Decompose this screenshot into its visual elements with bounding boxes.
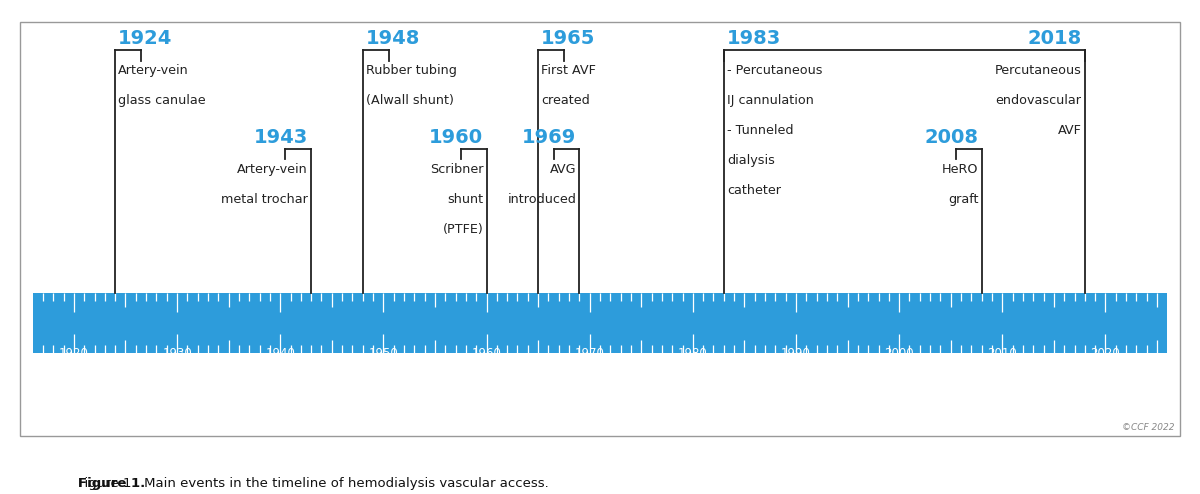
Text: graft: graft — [948, 193, 978, 206]
Text: endovascular: endovascular — [996, 94, 1081, 107]
Text: - Tunneled: - Tunneled — [727, 124, 793, 137]
Text: 2018: 2018 — [1027, 29, 1081, 48]
Text: 1920: 1920 — [59, 346, 89, 360]
Text: HeRO: HeRO — [942, 163, 978, 176]
Text: 1940: 1940 — [265, 346, 295, 360]
Text: 1948: 1948 — [366, 29, 420, 48]
Text: catheter: catheter — [727, 184, 781, 197]
Text: IJ cannulation: IJ cannulation — [727, 94, 814, 107]
Text: 2020: 2020 — [1091, 346, 1121, 360]
Text: First AVF: First AVF — [541, 64, 596, 77]
Text: 1990: 1990 — [781, 346, 811, 360]
Text: - Percutaneous: - Percutaneous — [727, 64, 822, 77]
Text: Percutaneous: Percutaneous — [995, 64, 1081, 77]
Text: 1950: 1950 — [368, 346, 398, 360]
Text: created: created — [541, 94, 590, 107]
Text: 2008: 2008 — [924, 128, 978, 147]
Text: (Alwall shunt): (Alwall shunt) — [366, 94, 454, 107]
Text: 1924: 1924 — [119, 29, 173, 48]
Text: AVF: AVF — [1058, 124, 1081, 137]
Text: dialysis: dialysis — [727, 154, 775, 167]
Text: ©CCF 2022: ©CCF 2022 — [1122, 423, 1175, 432]
Text: 1980: 1980 — [678, 346, 708, 360]
Text: AVG: AVG — [550, 163, 576, 176]
Text: shunt: shunt — [448, 193, 484, 206]
Text: metal trochar: metal trochar — [221, 193, 308, 206]
Text: (PTFE): (PTFE) — [443, 223, 484, 236]
Text: 1930: 1930 — [162, 346, 192, 360]
Text: Artery-vein: Artery-vein — [119, 64, 190, 77]
Text: introduced: introduced — [508, 193, 576, 206]
Text: Figure 1.  Main events in the timeline of hemodialysis vascular access.: Figure 1. Main events in the timeline of… — [78, 477, 548, 490]
Text: 1943: 1943 — [254, 128, 308, 147]
Text: 2000: 2000 — [884, 346, 914, 360]
Text: Artery-vein: Artery-vein — [238, 163, 308, 176]
Text: 1970: 1970 — [575, 346, 605, 360]
Text: 1960: 1960 — [430, 128, 484, 147]
Text: glass canulae: glass canulae — [119, 94, 206, 107]
Text: Rubber tubing: Rubber tubing — [366, 64, 457, 77]
Text: Figure 1.: Figure 1. — [78, 477, 145, 490]
Text: Scribner: Scribner — [430, 163, 484, 176]
Text: 1983: 1983 — [727, 29, 781, 48]
Bar — [32, 293, 1168, 353]
Text: 1960: 1960 — [472, 346, 502, 360]
Text: 1969: 1969 — [522, 128, 576, 147]
Text: 1965: 1965 — [541, 29, 595, 48]
Text: 2010: 2010 — [988, 346, 1018, 360]
